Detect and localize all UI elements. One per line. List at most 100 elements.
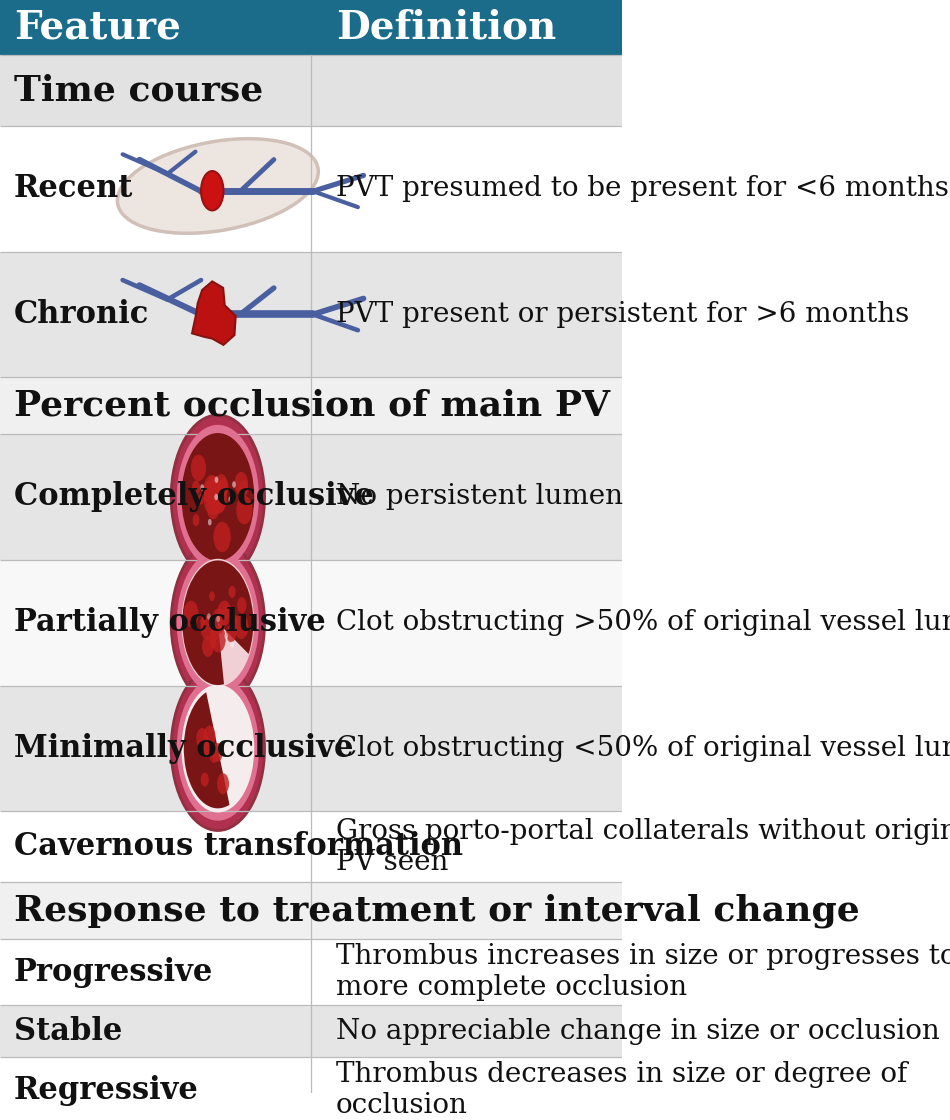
Circle shape [171, 416, 264, 579]
Circle shape [206, 476, 219, 498]
Circle shape [232, 482, 236, 487]
Circle shape [232, 615, 238, 626]
Circle shape [177, 551, 259, 694]
Circle shape [209, 746, 218, 763]
Circle shape [203, 475, 220, 504]
Bar [0, 685, 622, 811]
Circle shape [177, 424, 259, 569]
Circle shape [237, 496, 253, 524]
Circle shape [215, 494, 219, 501]
Circle shape [218, 478, 228, 496]
Circle shape [202, 636, 214, 656]
Circle shape [183, 600, 199, 627]
Circle shape [209, 591, 215, 601]
Text: Gross porto-portal collaterals without original
PV seen: Gross porto-portal collaterals without o… [336, 818, 950, 876]
Circle shape [217, 616, 220, 623]
Bar [0, 560, 622, 685]
Text: Recent: Recent [13, 174, 133, 204]
Circle shape [211, 627, 218, 641]
Circle shape [224, 633, 228, 640]
Circle shape [235, 614, 248, 640]
Circle shape [211, 496, 218, 507]
Circle shape [197, 728, 208, 748]
Circle shape [214, 522, 231, 552]
Circle shape [212, 744, 218, 754]
Circle shape [207, 614, 211, 619]
Circle shape [226, 625, 237, 642]
Circle shape [200, 616, 214, 640]
Circle shape [210, 638, 217, 648]
Circle shape [239, 480, 248, 496]
Circle shape [192, 480, 200, 495]
Text: No appreciable change in size or occlusion: No appreciable change in size or occlusi… [336, 1018, 940, 1045]
Circle shape [212, 743, 222, 762]
Text: Cavernous transformation: Cavernous transformation [13, 831, 463, 862]
Circle shape [171, 666, 264, 831]
Circle shape [200, 484, 204, 491]
Text: Stable: Stable [13, 1016, 122, 1047]
Text: Percent occlusion of main PV: Percent occlusion of main PV [13, 389, 610, 422]
Ellipse shape [118, 139, 318, 233]
Circle shape [212, 608, 226, 634]
Bar [0, 252, 622, 377]
Text: Partially occlusive: Partially occlusive [13, 607, 326, 638]
Circle shape [204, 739, 214, 756]
Text: Definition: Definition [336, 8, 557, 46]
Circle shape [177, 676, 259, 821]
Circle shape [193, 514, 200, 526]
Text: No persistent lumen: No persistent lumen [336, 484, 623, 511]
Text: Clot obstructing >50% of original vessel lumen: Clot obstructing >50% of original vessel… [336, 609, 950, 636]
Bar [0, 1057, 622, 1120]
Circle shape [203, 479, 217, 504]
Text: Thrombus increases in size or progresses to
more complete occlusion: Thrombus increases in size or progresses… [336, 943, 950, 1001]
Text: Progressive: Progressive [13, 956, 213, 988]
Circle shape [207, 497, 219, 520]
Circle shape [217, 773, 229, 794]
Circle shape [217, 498, 225, 512]
Circle shape [203, 483, 222, 515]
Text: Regressive: Regressive [13, 1075, 199, 1105]
Wedge shape [183, 692, 230, 809]
Wedge shape [182, 560, 254, 685]
Circle shape [200, 773, 209, 786]
Circle shape [209, 482, 227, 514]
Circle shape [208, 519, 212, 525]
Circle shape [201, 171, 223, 211]
Circle shape [229, 586, 236, 598]
Text: Chronic: Chronic [13, 299, 149, 330]
Bar [0, 811, 622, 883]
Bar [0, 940, 622, 1005]
Circle shape [181, 684, 255, 812]
Circle shape [210, 625, 226, 652]
Circle shape [222, 605, 231, 619]
Text: Clot obstructing <50% of original vessel lumen: Clot obstructing <50% of original vessel… [336, 735, 950, 762]
Bar [0, 377, 622, 435]
Circle shape [203, 741, 212, 756]
Circle shape [203, 726, 216, 747]
Bar [0, 435, 622, 560]
Circle shape [238, 597, 246, 614]
Circle shape [181, 559, 255, 687]
Bar [0, 883, 622, 940]
Circle shape [209, 485, 220, 505]
Bar [0, 55, 622, 125]
Text: Completely occlusive: Completely occlusive [13, 482, 373, 513]
Circle shape [214, 486, 223, 504]
Circle shape [216, 474, 228, 496]
Text: PVT presumed to be present for <6 months: PVT presumed to be present for <6 months [336, 175, 949, 202]
Circle shape [228, 496, 232, 503]
Circle shape [210, 494, 218, 507]
Circle shape [218, 600, 232, 626]
Text: Feature: Feature [13, 8, 180, 46]
Circle shape [230, 641, 234, 647]
Bar [0, 125, 622, 252]
Circle shape [181, 433, 255, 561]
Circle shape [235, 472, 248, 495]
Circle shape [191, 455, 206, 482]
Circle shape [215, 476, 219, 483]
Text: Thrombus decreases in size or degree of
occlusion: Thrombus decreases in size or degree of … [336, 1061, 907, 1119]
Text: Response to treatment or interval change: Response to treatment or interval change [13, 894, 860, 928]
Circle shape [198, 494, 204, 505]
Bar [0, 0, 622, 55]
Text: PVT present or persistent for >6 months: PVT present or persistent for >6 months [336, 301, 909, 328]
